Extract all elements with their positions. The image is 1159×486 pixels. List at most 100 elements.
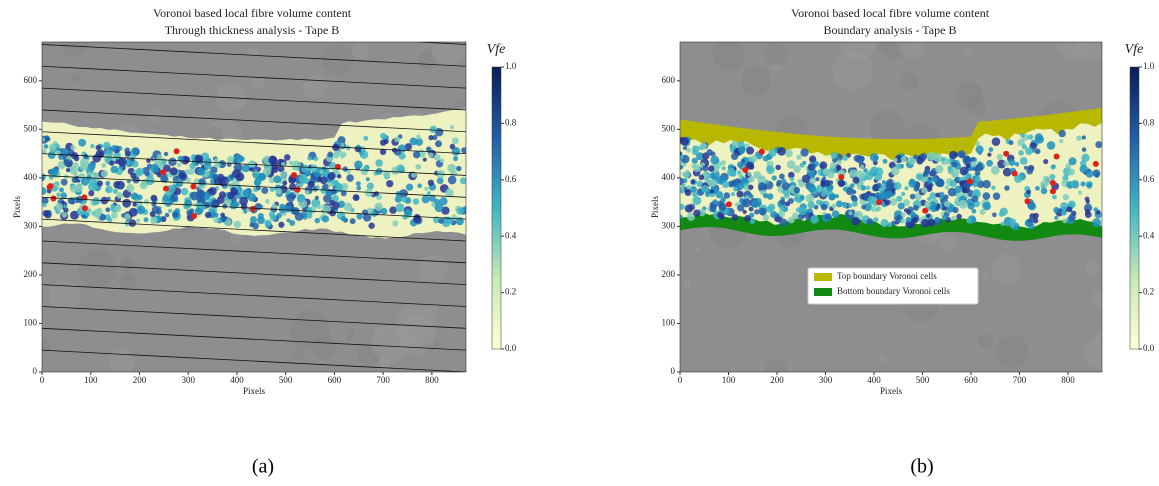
voronoi-cell — [961, 187, 968, 194]
voronoi-cell — [412, 198, 420, 205]
voronoi-cell — [277, 165, 285, 173]
voronoi-cell — [250, 216, 257, 223]
slice-line — [42, 240, 466, 264]
red-point — [190, 213, 197, 220]
voronoi-cell — [1009, 218, 1016, 225]
texture — [119, 272, 137, 289]
texture — [378, 357, 391, 370]
voronoi-cell — [721, 166, 726, 171]
x-tick-label: 500 — [279, 375, 293, 385]
voronoi-cell — [239, 196, 248, 206]
voronoi-cell — [775, 164, 781, 171]
colorbar-tick-label: 0.4 — [505, 230, 517, 240]
voronoi-cell — [781, 182, 790, 191]
voronoi-cell — [990, 165, 1000, 175]
voronoi-cell — [112, 188, 118, 194]
voronoi-cell — [124, 213, 131, 220]
voronoi-cell — [777, 146, 786, 156]
voronoi-cell — [210, 166, 218, 174]
legend-swatch — [814, 273, 832, 281]
x-tick-label: 100 — [722, 375, 736, 385]
voronoi-cell — [196, 189, 206, 198]
y-tick-label: 600 — [662, 75, 676, 85]
voronoi-cell — [50, 167, 59, 176]
texture — [878, 42, 911, 59]
voronoi-cell — [42, 137, 45, 142]
voronoi-cell — [779, 173, 785, 180]
voronoi-cell — [1046, 141, 1056, 150]
voronoi-cell — [991, 185, 996, 190]
texture — [248, 47, 259, 58]
voronoi-cell — [447, 175, 457, 185]
voronoi-cell — [963, 156, 973, 166]
voronoi-cell — [1081, 147, 1087, 152]
voronoi-cell — [835, 200, 843, 208]
voronoi-cell — [1092, 218, 1102, 228]
voronoi-cell — [1014, 162, 1020, 167]
voronoi-cell — [876, 182, 882, 189]
voronoi-cell — [851, 195, 858, 203]
voronoi-cell — [78, 138, 87, 147]
voronoi-cell — [900, 156, 907, 163]
voronoi-cell — [169, 167, 178, 176]
x-tick-label: 600 — [964, 375, 978, 385]
voronoi-cell — [394, 195, 402, 203]
x-tick-label: 300 — [181, 375, 195, 385]
voronoi-cell — [144, 171, 150, 177]
voronoi-cell — [730, 192, 736, 197]
voronoi-cell — [829, 162, 837, 169]
voronoi-cell — [110, 165, 119, 174]
voronoi-cell — [126, 179, 131, 184]
chart-title: Boundary analysis - Tape B — [824, 23, 957, 37]
voronoi-cell — [283, 154, 291, 161]
voronoi-cell — [117, 157, 127, 167]
voronoi-cell — [352, 194, 360, 202]
slice-line — [42, 109, 466, 133]
voronoi-cell — [336, 174, 342, 179]
voronoi-cell — [73, 171, 78, 177]
legend-label: Top boundary Voronoi cells — [837, 271, 937, 281]
voronoi-cell — [731, 213, 739, 221]
voronoi-cell — [958, 152, 964, 158]
voronoi-cell — [848, 211, 853, 216]
voronoi-cell — [874, 173, 883, 181]
voronoi-cell — [329, 199, 336, 206]
voronoi-cell — [366, 182, 374, 190]
voronoi-cell — [965, 163, 971, 169]
red-point — [876, 199, 883, 206]
slice-line — [42, 262, 466, 286]
voronoi-cell — [42, 202, 47, 208]
voronoi-cell — [1000, 221, 1005, 227]
slice-line — [42, 87, 466, 111]
voronoi-cell — [708, 179, 717, 187]
voronoi-cell — [99, 213, 107, 221]
voronoi-cell — [810, 214, 819, 224]
voronoi-cell — [746, 146, 755, 155]
voronoi-cell — [701, 184, 710, 193]
colorbar-tick-label: 1.0 — [1143, 61, 1155, 71]
voronoi-cell — [909, 193, 916, 200]
voronoi-cell — [956, 213, 962, 220]
voronoi-cell — [334, 182, 343, 192]
voronoi-cell — [253, 179, 261, 187]
voronoi-cell — [304, 190, 310, 195]
voronoi-cell — [1079, 164, 1088, 174]
panel-label: (b) — [910, 456, 933, 478]
voronoi-cell — [151, 201, 157, 207]
voronoi-cell — [296, 193, 306, 203]
voronoi-cell — [861, 204, 866, 210]
voronoi-cell — [328, 162, 337, 170]
voronoi-cell — [355, 181, 361, 187]
voronoi-cell — [807, 171, 816, 179]
voronoi-cell — [914, 192, 922, 201]
red-point — [81, 205, 88, 212]
voronoi-cell — [998, 211, 1005, 217]
red-point — [922, 207, 929, 214]
voronoi-cell — [733, 186, 738, 192]
voronoi-cell — [900, 218, 906, 224]
voronoi-cell — [974, 175, 981, 183]
voronoi-cell — [162, 194, 170, 202]
voronoi-cell — [1043, 158, 1049, 165]
voronoi-cell — [417, 183, 422, 189]
voronoi-cell — [975, 163, 984, 172]
